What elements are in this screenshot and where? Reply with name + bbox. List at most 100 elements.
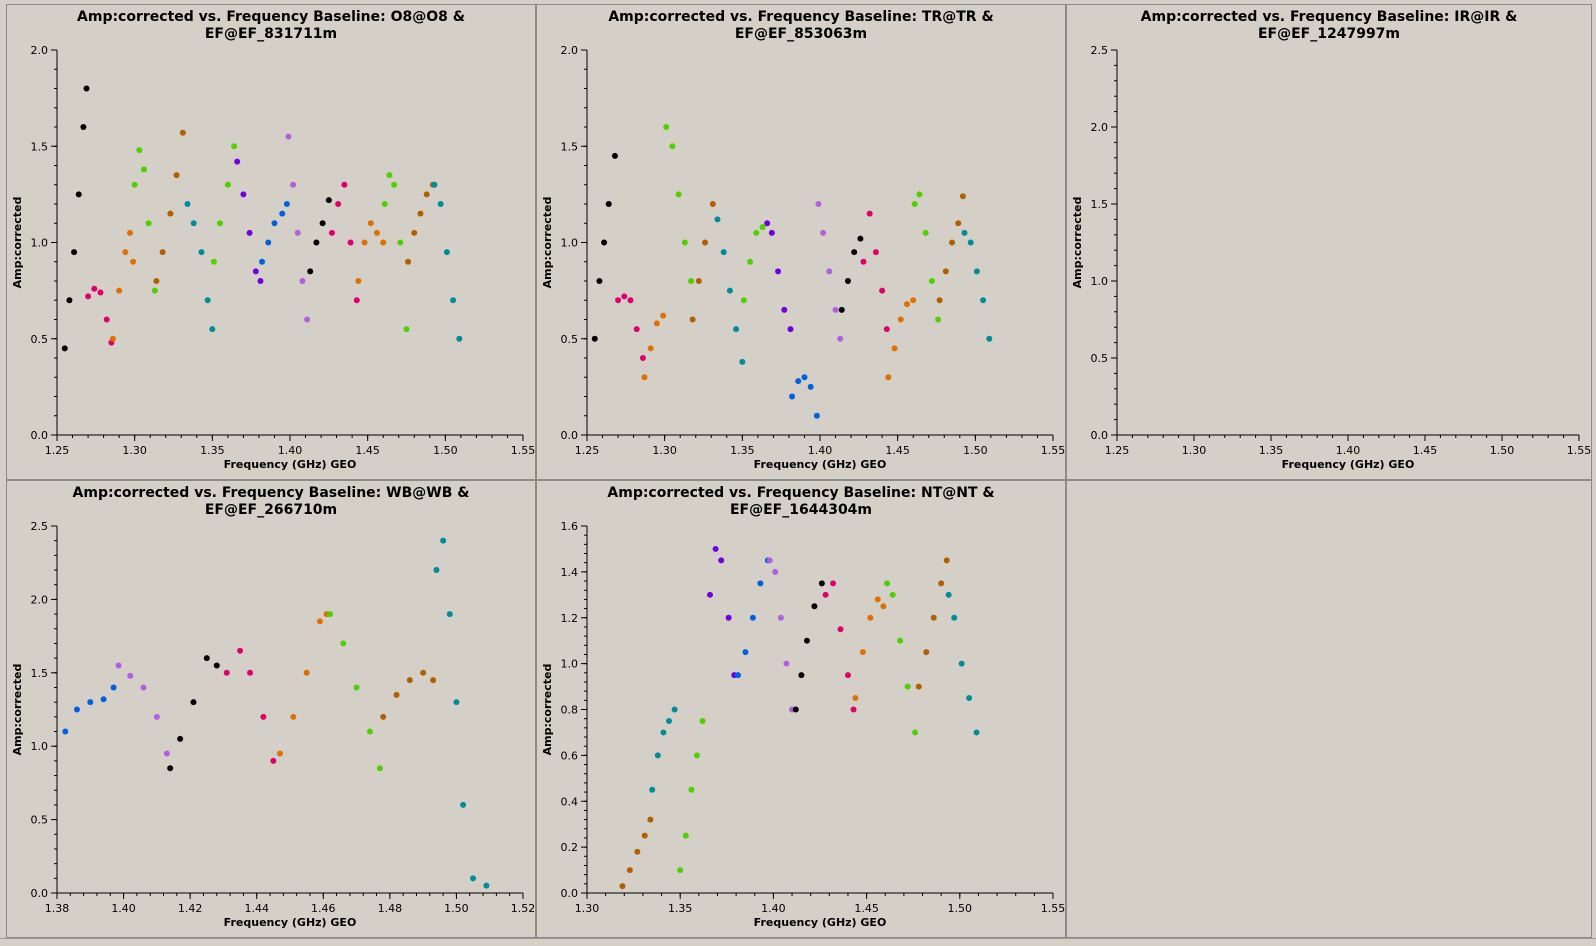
data-point [393, 691, 400, 698]
x-tick-label: 1.25 [575, 444, 600, 457]
plot-canvas-ir[interactable]: 0.0 0.5 1.0 1.5 2.0 2.5 1.25 1.30 1.35 1.40 1.45 1.… [1067, 5, 1593, 481]
y-tick-label: 1.5 [31, 667, 49, 680]
data-point [789, 393, 796, 400]
y-tick-label: 2.0 [31, 44, 49, 57]
plot-canvas-nt[interactable]: 0.0 0.2 0.4 0.6 0.8 1.0 1.2 1.4 1.6 1.30 1.35 1.40 1… [537, 481, 1067, 939]
data-point [61, 345, 68, 352]
data-point [757, 580, 764, 587]
plot-canvas-tr[interactable]: 0.0 0.5 1.0 1.5 2.0 1.25 1.30 1.35 1.40 1.45 1.50 1… [537, 5, 1067, 481]
y-tick-label: 2.0 [1091, 121, 1109, 134]
data-point [747, 258, 754, 265]
data-point [446, 611, 453, 618]
y-tick-label: 1.6 [561, 520, 579, 533]
data-point [167, 210, 174, 217]
data-point [204, 297, 211, 304]
data-point [798, 672, 805, 679]
data-point [949, 239, 956, 246]
data-point [792, 706, 799, 713]
x-tick-label: 1.35 [668, 902, 693, 915]
data-point [234, 158, 241, 165]
plot-canvas-o8[interactable]: 0.0 0.5 1.0 1.5 2.0 1.25 1.30 1.35 1.40 1.45 1.50 1… [7, 5, 537, 481]
data-point [874, 596, 881, 603]
data-point [130, 258, 137, 265]
data-point [290, 181, 297, 188]
x-tick-label: 1.30 [1182, 444, 1207, 457]
data-point [725, 614, 732, 621]
y-axis-label: Amp:corrected [1071, 197, 1084, 289]
x-tick-label: 1.35 [200, 444, 225, 457]
plot-title-line2: EF@EF_266710m [204, 502, 338, 518]
data-point [702, 239, 709, 246]
data-point [826, 268, 833, 275]
data-point [483, 882, 490, 889]
data-point [897, 637, 904, 644]
y-tick-label: 2.0 [31, 593, 49, 606]
plot-title-line2: EF@EF_1644304m [729, 502, 873, 518]
data-point [693, 752, 700, 759]
data-point [813, 412, 820, 419]
data-point [742, 649, 749, 656]
x-tick-label: 1.35 [730, 444, 755, 457]
data-point [80, 124, 87, 130]
data-point [830, 580, 837, 587]
x-tick-label: 1.50 [444, 902, 469, 915]
data-point [355, 278, 362, 284]
data-point [231, 143, 238, 150]
plot-title-line1: Amp:corrected vs. Frequency Baseline: IR… [1140, 9, 1518, 25]
data-point [615, 297, 622, 304]
data-point [179, 129, 186, 136]
data-point [647, 345, 654, 352]
plot-title-line1: Amp:corrected vs. Frequency Baseline: O8… [77, 9, 465, 25]
data-point [935, 316, 942, 323]
data-point [285, 133, 292, 140]
plot-title-line2: EF@EF_1247997m [1257, 26, 1401, 42]
data-point [945, 591, 952, 598]
plot-panel-o8: Amp:corrected vs. Frequency Baseline: O8… [6, 4, 536, 480]
data-point [734, 672, 741, 679]
data-point [294, 229, 301, 236]
data-point [930, 614, 937, 621]
data-point [103, 316, 110, 323]
data-point [140, 684, 147, 691]
y-tick-label: 0.4 [561, 795, 579, 808]
data-point [420, 669, 427, 676]
y-tick-label: 0.8 [561, 704, 579, 717]
data-point [712, 545, 719, 552]
data-point [772, 568, 779, 575]
data-point [904, 683, 911, 690]
data-point [116, 287, 123, 294]
y-tick-label: 2.5 [31, 520, 49, 533]
data-point [259, 258, 266, 265]
data-point [611, 152, 618, 159]
data-point [740, 297, 747, 304]
data-point [695, 278, 702, 284]
data-point [290, 713, 297, 720]
data-point [73, 706, 80, 713]
data-point [361, 239, 368, 246]
plot-panel-tr: Amp:corrected vs. Frequency Baseline: TR… [536, 4, 1066, 480]
data-point [663, 124, 670, 130]
data-point [681, 239, 688, 246]
data-point [83, 85, 90, 92]
data-point [923, 649, 930, 656]
data-point [397, 239, 404, 246]
data-point [884, 580, 891, 587]
data-point [265, 239, 272, 246]
data-point [815, 201, 822, 207]
data-point [299, 278, 306, 284]
data-point [75, 191, 82, 198]
data-point [386, 172, 393, 179]
y-tick-label: 1.5 [31, 140, 49, 153]
y-tick-label: 0.0 [31, 429, 49, 442]
x-tick-label: 1.30 [652, 444, 677, 457]
plot-canvas-wb[interactable]: 0.0 0.5 1.0 1.5 2.0 2.5 1.38 1.40 1.42 1.44 1.46 1.… [7, 481, 537, 939]
data-point [340, 640, 347, 647]
x-tick-label: 1.40 [1336, 444, 1361, 457]
data-point [675, 191, 682, 198]
data-point [403, 326, 410, 333]
y-tick-label: 1.5 [561, 140, 579, 153]
data-point [257, 278, 264, 284]
data-point [838, 306, 845, 313]
data-point [347, 239, 354, 246]
data-point [707, 591, 714, 598]
